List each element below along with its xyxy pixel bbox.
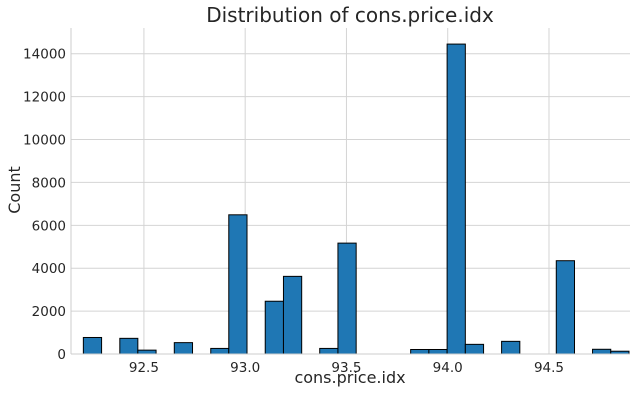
x-axis-label: cons.price.idx (294, 368, 405, 387)
histogram-bar (555, 260, 576, 355)
histogram-bar (592, 348, 612, 355)
histogram-bar (446, 43, 466, 355)
y-tick-label: 10000 (23, 133, 66, 149)
histogram-bar (501, 340, 521, 355)
y-tick-label: 6000 (32, 218, 66, 234)
y-axis-label: Count (5, 166, 24, 214)
y-tick-label: 2000 (32, 304, 66, 320)
x-tick-labels: 92.5 93.0 93.5 94.0 94.5 (129, 360, 564, 376)
histogram-bar (264, 300, 284, 355)
histogram-bar (137, 349, 157, 355)
histogram-bar (464, 343, 485, 355)
histogram-bar (119, 337, 139, 355)
histogram-bar (82, 336, 103, 355)
x-tick-label: 93.0 (230, 360, 260, 376)
histogram-bar (428, 348, 448, 355)
histogram-bar (210, 347, 230, 355)
y-tick-label: 14000 (23, 47, 66, 63)
axes (70, 28, 630, 355)
x-tick-label: 94.5 (534, 360, 564, 376)
x-tick-label: 92.5 (129, 360, 159, 376)
y-tick-labels: 0 2000 4000 6000 8000 10000 12000 14000 (23, 47, 66, 363)
histogram-bar (282, 275, 303, 355)
x-tick-label: 94.0 (433, 360, 463, 376)
y-tick-label: 12000 (23, 90, 66, 106)
histogram-bar (337, 242, 357, 355)
y-tick-label: 0 (57, 347, 66, 363)
chart-title: Distribution of cons.price.idx (206, 3, 494, 27)
histogram-bar (410, 348, 430, 355)
histogram-bar (173, 342, 194, 355)
histogram-bars (82, 43, 630, 355)
y-tick-label: 8000 (32, 175, 66, 191)
x-tick-label: 93.5 (331, 360, 361, 376)
histogram-bar (319, 347, 339, 355)
histogram-bar (228, 214, 248, 355)
y-tick-label: 4000 (32, 261, 66, 277)
